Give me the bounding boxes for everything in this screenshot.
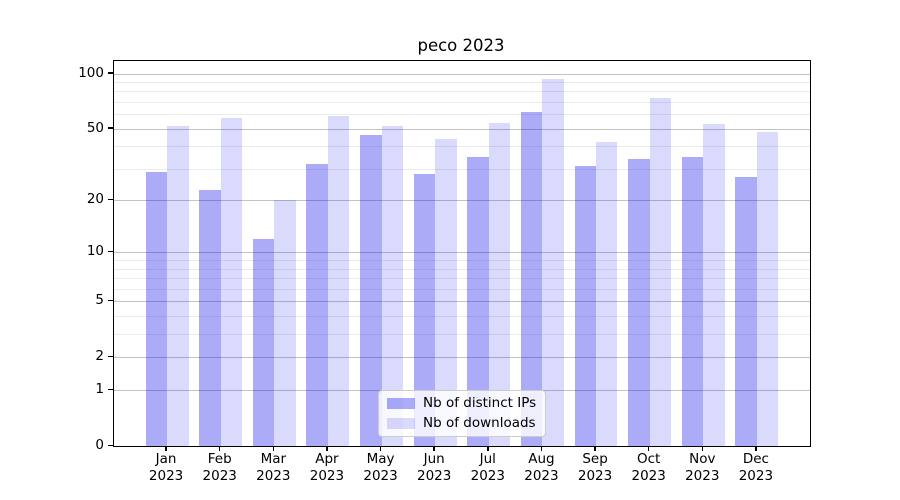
y-tick-label: 0	[95, 437, 104, 453]
bar-distinct-ips-aug	[520, 111, 543, 446]
x-tick-mark	[487, 446, 489, 451]
x-tick-label: Apr 2023	[309, 451, 345, 484]
x-tick-mark	[433, 446, 435, 451]
bar-distinct-ips-mar	[252, 239, 275, 446]
gridline-major	[114, 301, 810, 303]
bar-downloads-oct	[649, 97, 672, 446]
bar-distinct-ips-sep	[574, 166, 597, 446]
x-tick-mark	[647, 446, 650, 451]
gridline-minor	[114, 81, 810, 83]
gridline-minor	[114, 278, 810, 280]
x-tick-mark	[218, 446, 221, 451]
x-tick-mark	[594, 446, 596, 451]
y-tick-mark	[108, 355, 113, 358]
x-tick-label: Jun 2023	[417, 451, 452, 484]
x-tick-label: Jul 2023	[470, 451, 505, 484]
gridline-major	[114, 200, 810, 202]
y-tick-mark	[108, 299, 113, 302]
bar-downloads-nov	[703, 124, 725, 446]
bar-downloads-aug	[542, 78, 564, 446]
x-tick-label: Feb 2023	[202, 451, 237, 484]
chart-title: peco 2023	[417, 36, 505, 55]
gridline-major	[114, 357, 810, 359]
x-tick-label: Jan 2023	[148, 451, 184, 484]
bar-distinct-ips-oct	[628, 159, 650, 446]
legend-label-downloads: Nb of downloads	[423, 415, 536, 431]
y-tick-label: 20	[86, 191, 104, 208]
x-tick-mark	[701, 446, 704, 451]
x-tick-label: Mar 2023	[256, 451, 291, 484]
bar-downloads-jun	[435, 138, 457, 446]
gridline-minor	[114, 91, 810, 93]
y-tick-mark	[108, 250, 113, 253]
bar-downloads-jan	[167, 125, 189, 446]
y-tick-mark	[108, 72, 113, 74]
gridline-minor	[114, 146, 810, 148]
bar-downloads-jul	[488, 122, 511, 446]
legend-entry-distinct-ips: Nb of distinct IPs	[387, 396, 536, 411]
legend-entry-downloads: Nb of downloads	[387, 416, 536, 431]
gridline-minor	[114, 260, 810, 262]
gridline-minor	[114, 114, 810, 116]
legend-swatch-downloads	[387, 418, 415, 429]
gridline-minor	[114, 268, 810, 270]
y-tick-mark	[108, 388, 113, 391]
gridline-minor	[114, 168, 810, 170]
legend: Nb of distinct IPs Nb of downloads	[378, 390, 547, 437]
gridline-minor	[114, 334, 810, 336]
bar-distinct-ips-jul	[467, 156, 489, 446]
gridline-major	[114, 73, 810, 75]
x-tick-label: May 2023	[363, 451, 398, 484]
bar-downloads-sep	[596, 142, 618, 446]
x-tick-mark	[540, 446, 543, 451]
x-tick-mark	[379, 446, 382, 451]
bar-downloads-apr	[327, 115, 350, 446]
x-tick-label: Dec 2023	[738, 451, 774, 484]
y-tick-mark	[108, 127, 113, 129]
bar-downloads-may	[381, 125, 403, 446]
x-tick-mark	[755, 446, 757, 451]
x-tick-label: Sep 2023	[577, 451, 613, 484]
bar-distinct-ips-nov	[681, 156, 704, 446]
legend-swatch-distinct-ips	[387, 398, 415, 409]
y-tick-label: 1	[95, 381, 104, 398]
bar-downloads-mar	[274, 200, 296, 446]
bar-downloads-dec	[756, 131, 779, 446]
y-tick-label: 100	[78, 64, 104, 81]
gridline-minor	[114, 101, 810, 103]
bar-distinct-ips-apr	[306, 163, 328, 446]
x-tick-mark	[165, 446, 167, 451]
x-tick-label: Nov 2023	[685, 451, 720, 484]
x-tick-label: Oct 2023	[631, 451, 666, 484]
gridline-major	[114, 128, 810, 130]
plot-area: Nb of distinct IPs Nb of downloads	[113, 60, 811, 447]
bar-downloads-feb	[220, 118, 243, 446]
y-tick-mark	[108, 198, 113, 201]
gridline-minor	[114, 288, 810, 290]
bar-distinct-ips-feb	[199, 189, 221, 446]
y-tick-label: 5	[95, 292, 104, 309]
gridline-major	[114, 252, 810, 254]
bar-distinct-ips-dec	[735, 177, 757, 446]
y-tick-label: 50	[86, 119, 104, 136]
x-tick-label: Aug 2023	[524, 451, 559, 484]
y-tick-mark	[108, 444, 113, 446]
legend-label-distinct-ips: Nb of distinct IPs	[423, 395, 537, 411]
x-tick-mark	[326, 446, 328, 451]
y-tick-label: 10	[86, 243, 104, 260]
gridline-minor	[114, 316, 810, 318]
y-tick-label: 2	[95, 348, 104, 365]
bar-distinct-ips-jan	[145, 171, 168, 446]
bar-distinct-ips-may	[360, 135, 382, 446]
x-tick-mark	[272, 446, 275, 451]
bar-distinct-ips-jun	[413, 174, 436, 446]
